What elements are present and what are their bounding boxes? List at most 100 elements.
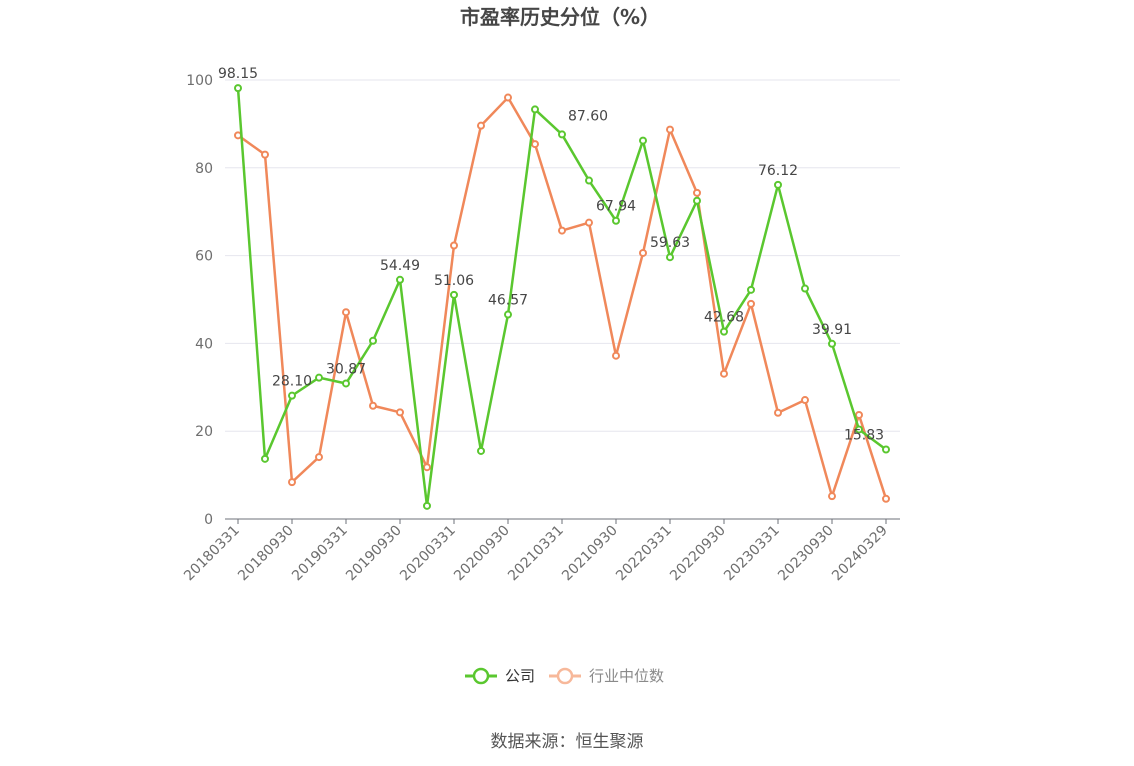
data-label: 67.94 — [596, 199, 636, 215]
data-label: 51.06 — [434, 273, 474, 289]
data-point[interactable] — [747, 285, 755, 294]
data-point[interactable] — [396, 275, 404, 284]
data-point[interactable] — [639, 136, 647, 145]
data-label: 30.87 — [326, 361, 366, 377]
data-point[interactable] — [693, 188, 701, 197]
legend-item-company[interactable]: 公司 — [465, 667, 535, 685]
x-tick-label: 20230930 — [775, 523, 837, 585]
x-tick-label: 20180930 — [235, 523, 297, 585]
x-axis: 2018033120180930201903312019093020200331… — [181, 518, 900, 585]
data-point[interactable] — [558, 226, 566, 235]
data-point[interactable] — [585, 218, 593, 227]
y-tick-label: 0 — [204, 512, 213, 528]
data-point[interactable] — [477, 121, 485, 130]
legend-marker — [472, 667, 490, 685]
data-label: 39.91 — [812, 322, 852, 338]
legend-marker — [556, 667, 574, 685]
data-label: 87.60 — [568, 108, 608, 124]
y-tick-label: 100 — [186, 73, 213, 89]
x-tick-label: 20180331 — [181, 523, 243, 585]
legend-item-industry-median[interactable]: 行业中位数 — [549, 667, 664, 685]
data-point[interactable] — [531, 105, 539, 114]
data-point[interactable] — [666, 125, 674, 134]
x-tick-label: 20210930 — [559, 523, 621, 585]
data-label: 15.83 — [844, 428, 884, 444]
data-point[interactable] — [342, 308, 350, 317]
source-text: 数据来源：恒生聚源 — [491, 732, 644, 752]
x-tick-label: 20200930 — [451, 523, 513, 585]
data-label: 59.63 — [650, 235, 690, 251]
data-label: 54.49 — [380, 258, 420, 274]
data-point[interactable] — [801, 284, 809, 293]
data-point[interactable] — [639, 248, 647, 257]
y-tick-label: 60 — [195, 249, 213, 265]
data-point[interactable] — [261, 150, 269, 159]
data-point[interactable] — [828, 339, 836, 348]
legend[interactable]: 公司 行业中位数 — [465, 667, 664, 685]
data-point[interactable] — [423, 463, 431, 472]
x-tick-label: 20230331 — [721, 523, 783, 585]
data-point[interactable] — [234, 84, 242, 93]
data-point[interactable] — [315, 373, 323, 382]
data-point[interactable] — [666, 253, 674, 262]
legend-label: 行业中位数 — [589, 667, 664, 685]
y-tick-label: 80 — [195, 161, 213, 177]
data-point[interactable] — [558, 130, 566, 139]
data-point[interactable] — [450, 241, 458, 250]
series-industry-median — [234, 93, 890, 503]
data-point[interactable] — [261, 454, 269, 463]
data-label: 46.57 — [488, 293, 528, 309]
chart-title: 市盈率历史分位（%） — [460, 5, 660, 29]
data-point[interactable] — [774, 408, 782, 417]
data-point[interactable] — [882, 494, 890, 503]
series-group — [234, 84, 890, 510]
x-tick-label: 20240329 — [829, 523, 891, 585]
data-point[interactable] — [369, 401, 377, 410]
y-axis-ticks: 0 20 40 60 80 100 — [186, 73, 213, 528]
grid — [225, 79, 900, 432]
x-tick-label: 20220331 — [613, 523, 675, 585]
series-line — [236, 88, 887, 508]
series-company — [234, 84, 890, 510]
data-point[interactable] — [801, 396, 809, 405]
data-label: 98.15 — [218, 66, 258, 82]
data-point[interactable] — [774, 180, 782, 189]
x-tick-label: 20220930 — [667, 523, 729, 585]
data-point[interactable] — [396, 408, 404, 417]
data-point[interactable] — [585, 176, 593, 185]
data-point[interactable] — [369, 336, 377, 345]
data-point[interactable] — [531, 140, 539, 149]
data-point[interactable] — [882, 445, 890, 454]
data-labels: 98.15 28.10 30.87 54.49 51.06 46.57 87.60 67.94… — [218, 66, 884, 443]
data-point[interactable] — [747, 299, 755, 308]
data-point[interactable] — [288, 391, 296, 400]
data-point[interactable] — [450, 290, 458, 299]
legend-label: 公司 — [505, 667, 535, 685]
y-tick-label: 20 — [195, 424, 213, 440]
x-tick-label: 20190331 — [289, 523, 351, 585]
data-point[interactable] — [855, 425, 863, 434]
data-point[interactable] — [720, 327, 728, 336]
x-tick-label: 20210331 — [505, 523, 567, 585]
data-point[interactable] — [423, 501, 431, 510]
x-tick-label: 20200331 — [397, 523, 459, 585]
data-point[interactable] — [477, 446, 485, 455]
data-point[interactable] — [288, 478, 296, 487]
y-tick-label: 40 — [195, 336, 213, 352]
data-label: 76.12 — [758, 163, 798, 179]
data-point[interactable] — [612, 351, 620, 360]
x-tick-label: 20190930 — [343, 523, 405, 585]
data-label: 42.68 — [704, 310, 744, 326]
data-point[interactable] — [828, 492, 836, 501]
data-point[interactable] — [693, 196, 701, 205]
data-point[interactable] — [720, 369, 728, 378]
data-point[interactable] — [855, 410, 863, 419]
data-point[interactable] — [342, 379, 350, 388]
data-point[interactable] — [612, 216, 620, 225]
data-point[interactable] — [504, 310, 512, 319]
series-line — [237, 96, 888, 500]
data-point[interactable] — [315, 453, 323, 462]
data-label: 28.10 — [272, 374, 312, 390]
data-point[interactable] — [504, 93, 512, 102]
